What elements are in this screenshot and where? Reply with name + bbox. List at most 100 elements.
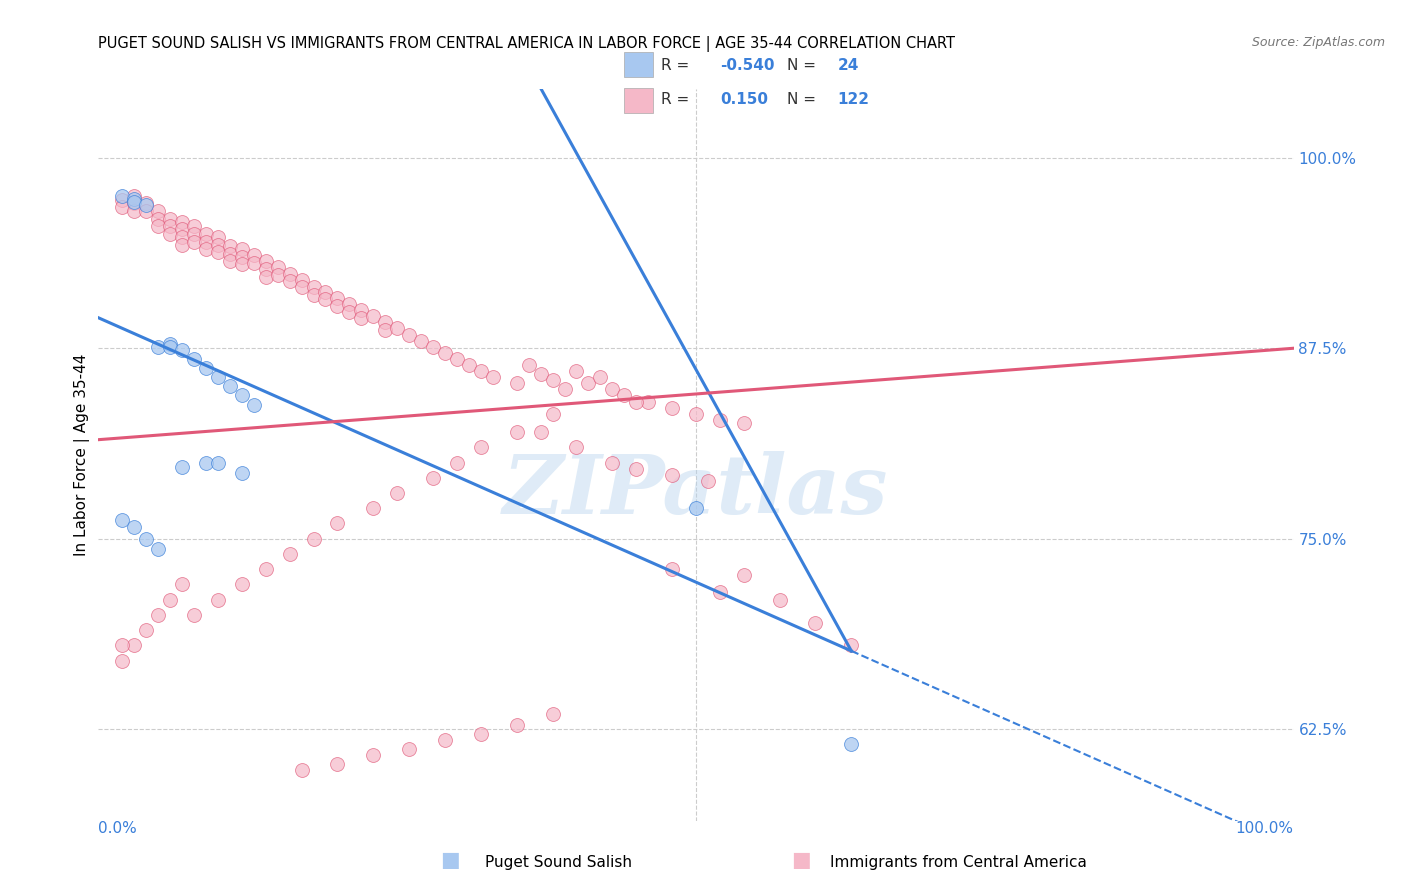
Point [481, 370, 505, 384]
Point [709, 585, 731, 599]
Point [470, 440, 492, 454]
Point [254, 254, 277, 268]
Point [602, 456, 624, 470]
Text: N =: N = [787, 58, 815, 72]
Point [302, 280, 325, 294]
Point [219, 246, 242, 260]
Point [363, 748, 385, 763]
Point [565, 440, 588, 454]
Text: Source: ZipAtlas.com: Source: ZipAtlas.com [1251, 36, 1385, 49]
Point [111, 639, 134, 653]
Point [111, 194, 134, 208]
Text: 100.0%: 100.0% [1236, 821, 1294, 836]
Point [135, 204, 157, 219]
Point [291, 764, 314, 778]
Point [589, 370, 612, 384]
Point [637, 394, 659, 409]
Point [697, 474, 720, 488]
Point [231, 242, 253, 256]
Point [172, 460, 194, 475]
Point [183, 219, 205, 234]
Point [326, 757, 349, 772]
Point [267, 268, 290, 282]
Point [733, 416, 755, 430]
Point [841, 738, 863, 752]
Point [661, 401, 683, 415]
Point [195, 242, 218, 256]
Text: Puget Sound Salish: Puget Sound Salish [485, 855, 633, 870]
Text: R =: R = [661, 58, 689, 72]
Point [302, 532, 325, 546]
Point [148, 219, 170, 234]
Text: ZIPatlas: ZIPatlas [503, 451, 889, 532]
Point [243, 248, 266, 262]
Point [278, 267, 301, 281]
Point [111, 513, 134, 527]
Point [195, 456, 218, 470]
Point [565, 364, 588, 378]
Point [326, 299, 349, 313]
Point [124, 519, 146, 533]
Point [135, 198, 157, 212]
Point [291, 273, 314, 287]
Point [385, 486, 409, 500]
Point [172, 577, 194, 591]
Point [458, 358, 481, 372]
Point [661, 562, 683, 576]
Point [768, 592, 790, 607]
Text: -0.540: -0.540 [720, 58, 775, 72]
Point [124, 639, 146, 653]
Point [709, 413, 731, 427]
Point [159, 592, 181, 607]
Point [398, 742, 420, 756]
Point [470, 727, 492, 741]
Point [350, 303, 373, 318]
Point [685, 501, 707, 516]
Point [541, 706, 564, 721]
Text: 24: 24 [838, 58, 859, 72]
Point [315, 293, 337, 307]
Point [124, 196, 146, 211]
Point [159, 227, 181, 241]
Point [243, 256, 266, 270]
Text: 0.0%: 0.0% [98, 821, 138, 836]
Point [554, 383, 576, 397]
Bar [624, 87, 654, 112]
Point [841, 639, 863, 653]
Point [541, 407, 564, 421]
Point [661, 467, 683, 482]
Point [183, 227, 205, 241]
Text: 122: 122 [838, 92, 870, 107]
Point [231, 388, 253, 402]
Point [685, 407, 707, 421]
Point [278, 547, 301, 561]
Text: ■: ■ [792, 850, 811, 870]
Point [172, 222, 194, 236]
Point [326, 291, 349, 305]
Point [470, 364, 492, 378]
Point [219, 379, 242, 393]
Point [231, 257, 253, 271]
Point [219, 254, 242, 268]
Point [124, 204, 146, 219]
Point [374, 323, 396, 337]
Point [374, 315, 396, 329]
Point [195, 235, 218, 249]
Point [219, 239, 242, 253]
Point [159, 219, 181, 234]
Bar [624, 52, 654, 78]
Point [183, 607, 205, 622]
Text: Immigrants from Central America: Immigrants from Central America [830, 855, 1087, 870]
Point [398, 327, 420, 342]
Point [254, 269, 277, 284]
Point [159, 211, 181, 226]
Point [148, 607, 170, 622]
Text: N =: N = [787, 92, 815, 107]
Point [207, 592, 229, 607]
Point [135, 623, 157, 637]
Point [326, 516, 349, 531]
Point [446, 351, 468, 366]
Point [541, 373, 564, 387]
Text: ■: ■ [440, 850, 460, 870]
Point [135, 196, 157, 211]
